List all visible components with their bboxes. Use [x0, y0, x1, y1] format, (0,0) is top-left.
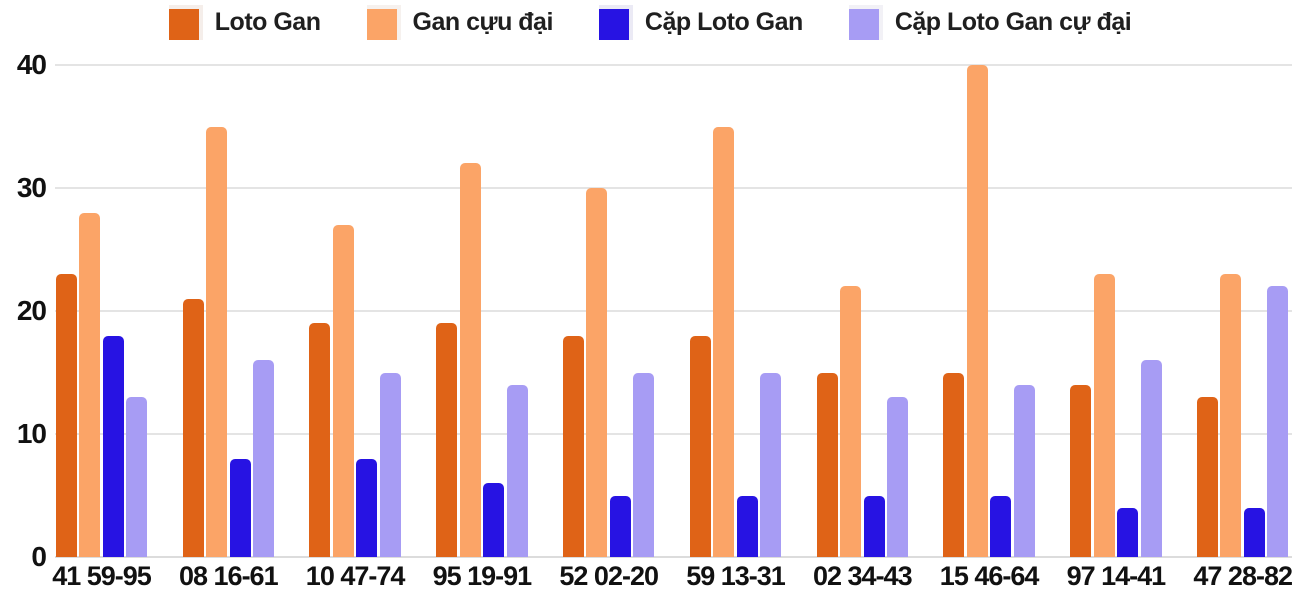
x-axis-category-label: 97 14-41: [1066, 561, 1167, 591]
gridline-y-0: [55, 556, 1292, 558]
x-axis-category-label: 02 34-43: [813, 561, 913, 591]
bar-cap-loto-gan-59-13-31[interactable]: [736, 495, 758, 557]
bar-cap-loto-gan-cu-ai-41-59-95[interactable]: [126, 397, 148, 557]
bar-cap-loto-gan-10-47-74[interactable]: [356, 458, 378, 557]
bar-loto-gan-08-16-61[interactable]: [182, 298, 204, 557]
bar-cap-loto-gan-cu-ai-15-46-64[interactable]: [1013, 384, 1035, 557]
bar-loto-gan-59-13-31[interactable]: [689, 335, 711, 557]
gridline-y-20: [55, 310, 1292, 312]
bar-gan-cuu-ai-08-16-61[interactable]: [206, 126, 228, 557]
y-axis-tick-label: 0: [31, 541, 47, 572]
legend-swatch-icon: [598, 5, 633, 40]
y-axis-tick-label: 20: [16, 295, 47, 326]
x-axis-category-label: 95 19-91: [432, 561, 533, 591]
legend-label: Cặp Loto Gan cự đại: [894, 8, 1132, 36]
legend-item-loto-gan[interactable]: Loto Gan: [168, 5, 321, 40]
gridline-y-30: [55, 187, 1292, 189]
bar-cap-loto-gan-47-28-82[interactable]: [1243, 507, 1265, 557]
y-axis-tick-label: 40: [16, 49, 47, 80]
bar-cap-loto-gan-08-16-61[interactable]: [229, 458, 251, 557]
legend-swatch-icon: [366, 5, 401, 40]
bar-gan-cuu-ai-15-46-64[interactable]: [966, 65, 988, 557]
bar-gan-cuu-ai-10-47-74[interactable]: [332, 224, 354, 557]
bar-gan-cuu-ai-02-34-43[interactable]: [840, 286, 862, 557]
bar-cap-loto-gan-cu-ai-59-13-31[interactable]: [760, 372, 782, 557]
bar-loto-gan-02-34-43[interactable]: [816, 372, 838, 557]
y-axis-tick-label: 10: [16, 418, 47, 449]
gridline-y-10: [55, 433, 1292, 435]
x-axis-category-label: 15 46-64: [939, 561, 1040, 591]
x-axis-category-label: 59 13-31: [686, 561, 786, 591]
x-axis-category-label: 47 28-82: [1193, 561, 1293, 591]
bar-loto-gan-41-59-95[interactable]: [55, 274, 77, 557]
bar-gan-cuu-ai-47-28-82[interactable]: [1220, 274, 1242, 557]
chart-legend: Loto Gan Gan cựu đại Cặp Loto Gan Cặp Loto …: [0, 5, 1300, 40]
bar-cap-loto-gan-15-46-64[interactable]: [990, 495, 1012, 557]
bar-cap-loto-gan-52-02-20[interactable]: [609, 495, 631, 557]
legend-item-cap-loto-gan-cu-ai[interactable]: Cặp Loto Gan cự đại: [848, 5, 1132, 40]
bar-cap-loto-gan-cu-ai-95-19-91[interactable]: [506, 384, 528, 557]
x-axis-category-label: 52 02-20: [559, 561, 659, 591]
gridline-y-40: [55, 64, 1292, 66]
legend-item-gan-cuu-ai[interactable]: Gan cựu đại: [366, 5, 554, 40]
bar-cap-loto-gan-cu-ai-52-02-20[interactable]: [633, 372, 655, 557]
bar-cap-loto-gan-cu-ai-97-14-41[interactable]: [1140, 360, 1162, 557]
bar-loto-gan-95-19-91[interactable]: [436, 323, 458, 557]
x-axis-category-label: 41 59-95: [52, 561, 152, 591]
legend-swatch-icon: [168, 5, 203, 40]
bar-gan-cuu-ai-52-02-20[interactable]: [586, 188, 608, 557]
bar-loto-gan-15-46-64[interactable]: [943, 372, 965, 557]
bar-cap-loto-gan-cu-ai-08-16-61[interactable]: [253, 360, 275, 557]
bar-cap-loto-gan-02-34-43[interactable]: [863, 495, 885, 557]
x-axis-category-label: 08 16-61: [179, 561, 279, 591]
legend-label: Loto Gan: [214, 8, 321, 36]
bar-cap-loto-gan-41-59-95[interactable]: [102, 335, 124, 557]
bar-cap-loto-gan-cu-ai-02-34-43[interactable]: [887, 397, 909, 557]
bar-loto-gan-97-14-41[interactable]: [1070, 384, 1092, 557]
bar-gan-cuu-ai-95-19-91[interactable]: [459, 163, 481, 557]
legend-label: Gan cựu đại: [412, 8, 554, 36]
bar-gan-cuu-ai-41-59-95[interactable]: [79, 212, 101, 557]
bar-loto-gan-10-47-74[interactable]: [309, 323, 331, 557]
bar-loto-gan-52-02-20[interactable]: [562, 335, 584, 557]
bar-cap-loto-gan-95-19-91[interactable]: [483, 483, 505, 557]
bar-loto-gan-47-28-82[interactable]: [1196, 397, 1218, 557]
x-axis-category-label: 10 47-74: [305, 561, 406, 591]
y-axis-tick-label: 30: [16, 172, 47, 203]
bar-cap-loto-gan-cu-ai-10-47-74[interactable]: [379, 372, 401, 557]
bar-cap-loto-gan-97-14-41[interactable]: [1117, 507, 1139, 557]
legend-label: Cặp Loto Gan: [644, 8, 803, 36]
legend-swatch-icon: [848, 5, 883, 40]
legend-item-cap-loto-gan[interactable]: Cặp Loto Gan: [598, 5, 803, 40]
bar-cap-loto-gan-cu-ai-47-28-82[interactable]: [1267, 286, 1289, 557]
bar-gan-cuu-ai-59-13-31[interactable]: [713, 126, 735, 557]
bar-gan-cuu-ai-97-14-41[interactable]: [1093, 274, 1115, 557]
